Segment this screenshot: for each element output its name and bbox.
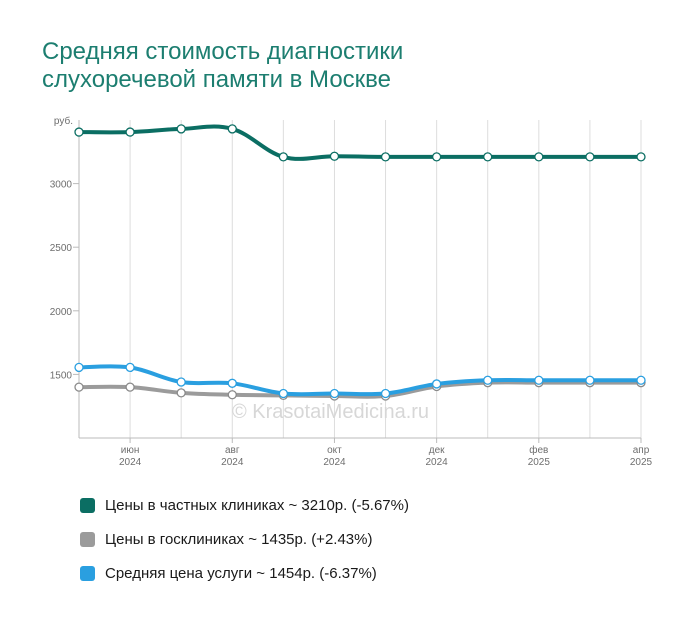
x-tick-label-month: фев: [529, 444, 548, 456]
data-point-private: [125, 127, 135, 137]
x-tick-label-month: дек: [429, 445, 445, 456]
x-tick-label-month: апр: [633, 445, 650, 456]
y-tick-label: 2500: [50, 243, 73, 254]
data-point-average: [585, 375, 595, 385]
legend: Цены в частных клиниках ~ 3210р. (-5.67%…: [80, 488, 409, 590]
data-point-private: [534, 152, 544, 162]
data-point-private: [227, 124, 237, 134]
legend-label-private: Цены в частных клиниках ~ 3210р. (-5.67%…: [105, 496, 409, 514]
data-point-private: [431, 152, 442, 162]
data-point-private: [176, 124, 186, 134]
chart-title-line-2: слухоречевой памяти в Москве: [42, 66, 391, 93]
x-tick-label-year: 2024: [221, 457, 244, 468]
data-point-public: [227, 390, 237, 400]
chart-title: Средняя стоимость диагностики слухоречев…: [42, 38, 642, 94]
data-point-average: [74, 362, 84, 373]
data-point-private: [483, 152, 493, 162]
y-tick-label: 2000: [50, 307, 73, 318]
data-point-average: [534, 375, 544, 385]
x-tick-label-year: 2024: [426, 457, 449, 468]
data-point-private: [636, 152, 646, 162]
data-point-private: [585, 152, 595, 162]
legend-label-average: Средняя цена услуги ~ 1454р. (-6.37%): [105, 564, 377, 582]
data-point-average: [636, 375, 646, 385]
x-tick-label-year: 2025: [630, 457, 653, 468]
data-point-private: [380, 152, 391, 162]
x-tick-label-year: 2024: [323, 457, 346, 468]
data-point-public: [74, 382, 84, 392]
data-point-average: [125, 362, 135, 373]
legend-item-private[interactable]: Цены в частных клиниках ~ 3210р. (-5.67%…: [80, 488, 409, 522]
data-point-public: [176, 388, 186, 398]
y-tick-label: 3000: [50, 180, 73, 191]
legend-item-average[interactable]: Средняя цена услуги ~ 1454р. (-6.37%): [80, 556, 409, 590]
x-tick-label-month: июн: [121, 445, 140, 456]
y-tick-label: 1500: [50, 370, 73, 381]
series-line-private: [77, 124, 643, 161]
x-tick-label-year: 2024: [119, 457, 142, 468]
legend-item-public[interactable]: Цены в госклиниках ~ 1435р. (+2.43%): [80, 522, 409, 556]
data-point-average: [329, 388, 340, 399]
data-point-public: [125, 382, 135, 392]
legend-swatch-public: [80, 531, 95, 547]
chart-title-line-1: Средняя стоимость диагностики: [42, 38, 404, 65]
data-point-average: [380, 388, 391, 399]
x-tick-label-month: окт: [327, 445, 342, 456]
data-point-average: [227, 378, 237, 388]
watermark-text: © KrasotaiMedicina.ru: [232, 401, 429, 423]
data-point-private: [74, 127, 84, 137]
y-unit-label: руб.: [54, 115, 73, 127]
legend-swatch-average: [80, 565, 95, 581]
data-point-average: [176, 377, 186, 387]
legend-label-public: Цены в госклиниках ~ 1435р. (+2.43%): [105, 530, 373, 548]
x-tick-label-month: авг: [225, 445, 240, 456]
data-point-average: [431, 379, 442, 389]
data-point-average: [278, 388, 289, 399]
x-tick-label-year: 2025: [528, 457, 551, 468]
data-point-average: [483, 375, 493, 385]
data-point-private: [278, 152, 289, 162]
legend-swatch-private: [80, 497, 95, 513]
data-point-private: [329, 151, 340, 161]
